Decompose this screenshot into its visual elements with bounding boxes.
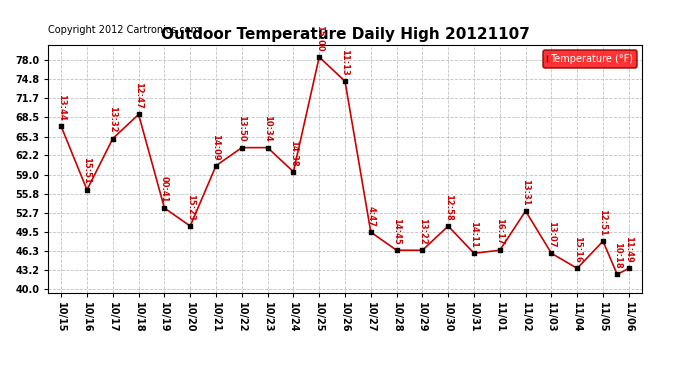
Point bbox=[391, 247, 402, 253]
Point bbox=[159, 205, 170, 211]
Text: 13:32: 13:32 bbox=[108, 106, 117, 133]
Point bbox=[598, 238, 609, 244]
Legend: Temperature (°F): Temperature (°F) bbox=[543, 50, 637, 68]
Text: 14:11: 14:11 bbox=[469, 221, 478, 248]
Text: 10:18: 10:18 bbox=[613, 242, 622, 269]
Point bbox=[611, 272, 622, 278]
Point bbox=[417, 247, 428, 253]
Text: 15:16: 15:16 bbox=[573, 236, 582, 263]
Point bbox=[262, 145, 273, 151]
Text: 12:58: 12:58 bbox=[444, 194, 453, 220]
Text: 15:00: 15:00 bbox=[315, 25, 324, 51]
Point bbox=[365, 229, 376, 235]
Text: 13:31: 13:31 bbox=[521, 179, 530, 206]
Point bbox=[546, 250, 557, 256]
Text: 4:47: 4:47 bbox=[366, 206, 375, 226]
Point bbox=[520, 208, 531, 214]
Text: 13:44: 13:44 bbox=[57, 94, 66, 121]
Point bbox=[494, 247, 505, 253]
Text: 11:49: 11:49 bbox=[624, 236, 633, 263]
Point bbox=[81, 187, 92, 193]
Text: 15:51: 15:51 bbox=[83, 158, 92, 184]
Text: 11:13: 11:13 bbox=[340, 49, 350, 76]
Text: 14:38: 14:38 bbox=[289, 140, 298, 166]
Text: Copyright 2012 Cartronics.com: Copyright 2012 Cartronics.com bbox=[48, 25, 200, 35]
Point bbox=[443, 223, 454, 229]
Title: Outdoor Temperature Daily High 20121107: Outdoor Temperature Daily High 20121107 bbox=[161, 27, 529, 42]
Point bbox=[236, 145, 247, 151]
Point bbox=[572, 266, 583, 272]
Point bbox=[469, 250, 480, 256]
Text: 16:17: 16:17 bbox=[495, 218, 504, 245]
Point bbox=[210, 163, 221, 169]
Text: 14:09: 14:09 bbox=[212, 134, 221, 160]
Point bbox=[185, 223, 196, 229]
Point bbox=[623, 266, 634, 272]
Text: 14:45: 14:45 bbox=[392, 218, 401, 245]
Text: 12:47: 12:47 bbox=[134, 82, 143, 109]
Text: 12:51: 12:51 bbox=[598, 209, 607, 236]
Point bbox=[133, 111, 144, 117]
Point bbox=[107, 136, 118, 142]
Text: 13:50: 13:50 bbox=[237, 116, 246, 142]
Text: 13:07: 13:07 bbox=[547, 221, 556, 248]
Text: 15:23: 15:23 bbox=[186, 194, 195, 220]
Text: 00:41: 00:41 bbox=[160, 176, 169, 203]
Point bbox=[56, 123, 67, 129]
Point bbox=[339, 78, 351, 84]
Text: 10:34: 10:34 bbox=[263, 116, 272, 142]
Point bbox=[314, 54, 325, 60]
Point bbox=[288, 169, 299, 175]
Text: 13:22: 13:22 bbox=[418, 218, 427, 245]
